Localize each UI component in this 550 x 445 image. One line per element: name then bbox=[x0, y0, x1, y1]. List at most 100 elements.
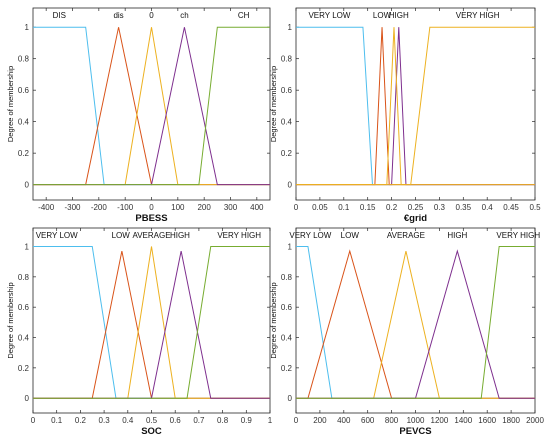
chart1-xtick-label: 0 bbox=[149, 203, 154, 212]
chart2-panel: 0 0.05 0.1 0.15 0.2 0.25 0.3 0.35 0.4 0.45 0.5 0 0.2… bbox=[269, 7, 541, 224]
chart1-xtick-label: -100 bbox=[117, 203, 134, 212]
chart2-xtick-label: 0 bbox=[294, 203, 299, 212]
chart3-ytick-label: 0.4 bbox=[18, 334, 30, 343]
chart3-xtick-label: 0.3 bbox=[99, 416, 111, 425]
chart2-xtick-label: 0.1 bbox=[338, 203, 350, 212]
chart2-y-axis-label: Degree of membership bbox=[269, 66, 278, 142]
chart1-mf-label-ch: CH bbox=[238, 11, 250, 20]
chart3-xtick-label: 0.7 bbox=[193, 416, 205, 425]
chart1-ytick-label: 0.6 bbox=[18, 86, 30, 95]
chart2-mf-label-high: HIGH bbox=[389, 11, 409, 20]
chart4-ytick-label: 0.8 bbox=[281, 273, 293, 282]
chart4-mf-label-low: LOW bbox=[341, 231, 360, 240]
chart4-ytick-label: 0.2 bbox=[281, 364, 293, 373]
chart2-ytick-label: 1 bbox=[288, 23, 293, 32]
chart2-plot-frame bbox=[295, 7, 536, 201]
chart4-mf-label-average: AVERAGE bbox=[387, 231, 425, 240]
chart4-ytick-label: 0.6 bbox=[281, 303, 293, 312]
chart3-ytick-label: 0.6 bbox=[18, 303, 30, 312]
chart2-xtick-label: 0.15 bbox=[360, 203, 376, 212]
chart1-ytick-label: 0.4 bbox=[18, 118, 30, 127]
chart3-xtick-label: 0.6 bbox=[170, 416, 182, 425]
chart3-xtick-label: 0.4 bbox=[122, 416, 134, 425]
chart2-mf-label-very-low: VERY LOW bbox=[308, 11, 350, 20]
chart2-mf-label-low: LOW bbox=[373, 11, 392, 20]
chart1-mf-label-0: 0 bbox=[149, 11, 154, 20]
chart1-xtick-label: 400 bbox=[250, 203, 264, 212]
chart2-ytick-label: 0.4 bbox=[281, 118, 293, 127]
chart3-ytick-label: 0.8 bbox=[18, 273, 30, 282]
chart1-mf-label-dis: DIS bbox=[53, 11, 66, 20]
chart3-ytick-label: 1 bbox=[25, 243, 30, 252]
chart3-x-axis-label: SOC bbox=[141, 426, 162, 437]
chart2-ytick-label: 0 bbox=[288, 181, 293, 190]
chart3-xtick-label: 1 bbox=[268, 416, 273, 425]
chart2-mf-label-very-high: VERY HIGH bbox=[456, 11, 500, 20]
chart1-ytick-label: 0.8 bbox=[18, 55, 30, 64]
chart4-xtick-label: 200 bbox=[313, 416, 327, 425]
chart1-xtick-label: -200 bbox=[91, 203, 108, 212]
chart3-xtick-label: 0.8 bbox=[217, 416, 229, 425]
chart2-xtick-label: 0.45 bbox=[503, 203, 519, 212]
chart3-mf-label-very-low: VERY LOW bbox=[36, 231, 78, 240]
chart3-mf-label-very-high: VERY HIGH bbox=[217, 231, 261, 240]
chart2-x-axis-label: €grid bbox=[404, 213, 427, 224]
chart1-mf-line-ch bbox=[33, 26, 270, 186]
chart3-xtick-label: 0.5 bbox=[146, 416, 158, 425]
chart1-ytick-label: 1 bbox=[25, 23, 30, 32]
chart4-y-axis-label: Degree of membership bbox=[269, 282, 278, 358]
chart4-xtick-label: 1400 bbox=[454, 416, 472, 425]
chart4-xtick-label: 800 bbox=[385, 416, 399, 425]
chart1-panel: -400 -300 -200 -100 0 100 200 300 400 0 0.2 0.4 0.6 0… bbox=[6, 7, 271, 224]
chart4-ytick-label: 1 bbox=[288, 243, 293, 252]
chart3-ytick-label: 0.2 bbox=[18, 364, 30, 373]
chart3-xtick-label: 0.9 bbox=[241, 416, 253, 425]
chart1-xtick-label: 100 bbox=[171, 203, 185, 212]
chart4-panel: 0 200 400 600 800 1000 1200 1400 1600 1800 2000 0 0.… bbox=[269, 227, 544, 437]
chart4-xtick-label: 1000 bbox=[407, 416, 425, 425]
chart4-xtick-label: 1600 bbox=[478, 416, 496, 425]
chart4-xtick-label: 2000 bbox=[526, 416, 544, 425]
chart3-mf-label-low: LOW bbox=[112, 231, 131, 240]
chart2-xtick-label: 0.2 bbox=[386, 203, 398, 212]
chart4-plot-frame bbox=[295, 227, 536, 414]
chart1-ytick-label: 0.2 bbox=[18, 149, 30, 158]
chart4-xtick-label: 1800 bbox=[502, 416, 520, 425]
chart2-xtick-label: 0.25 bbox=[408, 203, 424, 212]
chart4-xtick-label: 400 bbox=[337, 416, 351, 425]
chart4-mf-label-high: HIGH bbox=[447, 231, 467, 240]
chart2-ytick-label: 0.6 bbox=[281, 86, 293, 95]
chart3-mf-label-average: AVERAGE bbox=[132, 231, 170, 240]
chart3-mf-label-high: HIGH bbox=[170, 231, 190, 240]
chart3-ytick-label: 0 bbox=[25, 394, 30, 403]
chart3-panel: 0 0.1 0.2 0.3 0.4 0.5 0.6 0.7 0.8 0.9 1 0 0.2 0.4 0.6 0… bbox=[6, 227, 273, 437]
chart1-xtick-label: 200 bbox=[197, 203, 211, 212]
chart2-ytick-label: 0.2 bbox=[281, 149, 293, 158]
chart1-xtick-label: -300 bbox=[64, 203, 81, 212]
chart3-xtick-label: 0 bbox=[31, 416, 36, 425]
chart2-xtick-label: 0.35 bbox=[456, 203, 472, 212]
chart2-xtick-label: 0.4 bbox=[482, 203, 494, 212]
chart2-xtick-label: 0.05 bbox=[312, 203, 328, 212]
chart4-mf-label-very-high: VERY HIGH bbox=[496, 231, 540, 240]
chart4-xtick-label: 1200 bbox=[431, 416, 449, 425]
chart1-mf-label-ch: ch bbox=[180, 11, 188, 20]
chart3-mf-line-very-high bbox=[33, 246, 270, 399]
chart3-y-axis-label: Degree of membership bbox=[6, 282, 15, 358]
chart2-ytick-label: 0.8 bbox=[281, 55, 293, 64]
chart4-ytick-label: 0.4 bbox=[281, 334, 293, 343]
chart4-mf-line-very-high bbox=[296, 246, 535, 399]
chart3-xtick-label: 0.1 bbox=[51, 416, 63, 425]
chart4-x-axis-label: PEVCS bbox=[399, 426, 431, 437]
chart1-mf-label-dis: dis bbox=[113, 11, 123, 20]
chart1-plot-frame bbox=[32, 7, 271, 201]
chart1-xtick-label: 300 bbox=[224, 203, 238, 212]
chart4-xtick-label: 0 bbox=[294, 416, 299, 425]
chart1-x-axis-label: PBESS bbox=[135, 213, 167, 224]
chart1-ytick-label: 0 bbox=[25, 181, 30, 190]
chart1-xtick-label: -400 bbox=[38, 203, 55, 212]
chart2-xtick-label: 0.5 bbox=[529, 203, 541, 212]
chart1-y-axis-label: Degree of membership bbox=[6, 66, 15, 142]
chart4-ytick-label: 0 bbox=[288, 394, 293, 403]
